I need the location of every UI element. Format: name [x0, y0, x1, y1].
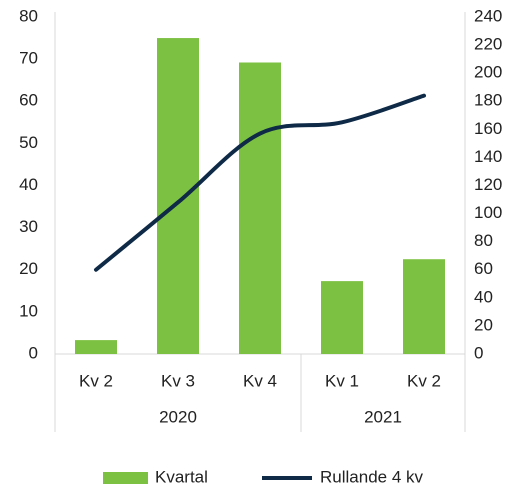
y-tick-label: 80	[19, 6, 38, 25]
y2-tick-label: 100	[474, 203, 502, 222]
x-tick-label: Kv 2	[79, 371, 113, 390]
y-tick-label: 70	[19, 49, 38, 68]
y2-tick-label: 240	[474, 6, 502, 25]
bar	[403, 259, 445, 354]
group-label: 2020	[159, 407, 197, 426]
y2-tick-label: 40	[474, 287, 493, 306]
y-tick-label: 10	[19, 301, 38, 320]
legend-label: Rullande 4 kv	[320, 467, 424, 486]
y-tick-label: 40	[19, 175, 38, 194]
legend-label: Kvartal	[155, 467, 208, 486]
y-tick-label: 0	[29, 343, 38, 362]
bar	[321, 281, 363, 354]
bar	[157, 38, 199, 354]
y2-tick-label: 60	[474, 259, 493, 278]
y2-tick-label: 200	[474, 63, 502, 82]
y-tick-label: 20	[19, 259, 38, 278]
y-tick-label: 30	[19, 217, 38, 236]
x-tick-label: Kv 4	[243, 371, 277, 390]
x-tick-label: Kv 2	[407, 371, 441, 390]
x-tick-label: Kv 3	[161, 371, 195, 390]
group-label: 2021	[364, 407, 402, 426]
y2-tick-label: 0	[474, 343, 483, 362]
bar	[75, 340, 117, 354]
y2-tick-label: 140	[474, 147, 502, 166]
y2-tick-label: 160	[474, 119, 502, 138]
y-tick-label: 60	[19, 91, 38, 110]
x-tick-label: Kv 1	[325, 371, 359, 390]
legend-swatch	[103, 472, 148, 484]
bar	[239, 62, 281, 355]
y2-tick-label: 120	[474, 175, 502, 194]
line	[94, 93, 426, 272]
y2-tick-label: 180	[474, 91, 502, 110]
y2-tick-label: 20	[474, 315, 493, 334]
y-tick-label: 50	[19, 133, 38, 152]
y2-tick-label: 80	[474, 231, 493, 250]
y2-tick-label: 220	[474, 35, 502, 54]
